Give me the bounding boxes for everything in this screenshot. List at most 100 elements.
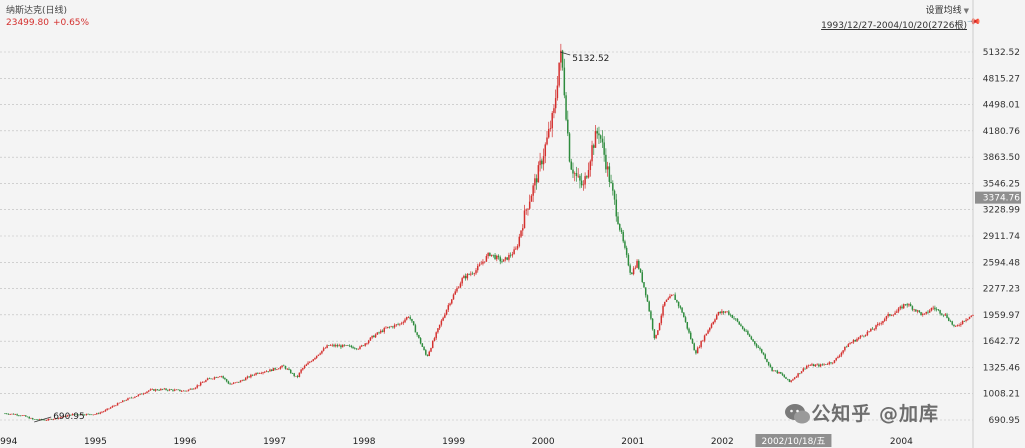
candle-body [23, 415, 25, 416]
candle-body [582, 184, 585, 186]
moving-average-settings-button[interactable]: 设置均线 ▼ [926, 3, 969, 16]
candle-body [279, 367, 282, 369]
candle-body [212, 378, 214, 380]
candle-body [442, 317, 444, 321]
candle-body [776, 370, 779, 374]
candle-body [757, 346, 760, 348]
y-tick-label: 2277.23 [983, 285, 1020, 295]
candle-body [437, 328, 439, 333]
candle-body [643, 282, 645, 288]
candle-body [175, 389, 178, 391]
candle-body [800, 371, 803, 374]
candle-body [288, 368, 290, 370]
candle-body [558, 62, 560, 86]
date-range-link[interactable]: 1993/12/27-2004/10/20(2726根) [821, 21, 967, 31]
candle-body [513, 249, 515, 255]
candle-body [418, 334, 420, 339]
candle-body [451, 299, 453, 304]
candle-body [554, 98, 557, 109]
candle-body [565, 95, 567, 120]
candle-body [38, 419, 41, 420]
candle-body [717, 311, 720, 316]
candle-body [141, 393, 143, 395]
candle-body [773, 370, 775, 372]
candle-body [115, 405, 117, 407]
candle-body [438, 324, 441, 329]
candle-body [511, 254, 514, 256]
candle-body [890, 315, 893, 316]
x-tick-label: 1994 [0, 437, 18, 447]
candle-body [253, 374, 256, 376]
candle-body [369, 337, 372, 341]
candle-body [516, 245, 519, 249]
candle-body [683, 312, 685, 318]
candle-body [265, 371, 268, 372]
last-price: 23499.80 [6, 18, 49, 28]
candle-body [551, 112, 553, 129]
candle-body [489, 252, 491, 256]
candle-body [99, 412, 101, 414]
candle-body [605, 154, 607, 170]
candle-body [638, 260, 640, 269]
candle-body [767, 361, 770, 365]
candle-body [799, 373, 801, 374]
candle-body [130, 397, 133, 399]
candle-body [849, 343, 851, 345]
candle-body [70, 414, 72, 416]
candle-body [838, 355, 841, 357]
candle-body [116, 403, 119, 406]
y-tick-label: 690.95 [989, 416, 1021, 426]
candle-body [613, 190, 616, 200]
candle-body [7, 413, 10, 415]
candle-body [94, 414, 96, 415]
candle-body [83, 414, 86, 416]
candle-body [953, 324, 955, 326]
candle-body [556, 85, 559, 99]
candle-body [665, 299, 668, 302]
candle-body [284, 366, 287, 369]
candle-body [480, 263, 482, 265]
candle-body [59, 417, 62, 419]
candle-body [636, 260, 638, 268]
candle-body [426, 354, 429, 356]
candle-body [16, 414, 18, 416]
candle-body [73, 413, 76, 415]
candle-body [203, 381, 205, 383]
candle-body [956, 325, 959, 326]
candle-body [677, 301, 680, 307]
candle-body [828, 362, 831, 365]
candle-body [906, 304, 908, 306]
candle-body [601, 138, 604, 143]
candle-body [191, 388, 193, 390]
candle-body [412, 321, 415, 326]
candle-body [674, 294, 676, 301]
candle-body [180, 391, 183, 392]
y-tick-label: 1642.72 [983, 337, 1020, 347]
candle-body [395, 324, 398, 326]
candle-body [258, 373, 261, 374]
candle-body [475, 270, 477, 274]
y-tick-label: 1008.21 [983, 390, 1020, 400]
candle-body [970, 315, 973, 317]
candle-body [598, 133, 600, 136]
candle-body [560, 50, 562, 63]
candle-body [923, 313, 926, 315]
candle-body [709, 327, 711, 331]
candle-body [764, 354, 766, 359]
candle-body [825, 364, 827, 365]
candle-body [814, 364, 817, 367]
candle-body [322, 348, 325, 351]
price-change: +0.65% [52, 18, 90, 28]
candle-body [260, 373, 263, 374]
candle-body [612, 182, 614, 191]
candle-body [160, 388, 162, 391]
candle-body [96, 413, 98, 415]
candle-body [243, 380, 245, 381]
wechat-icon [785, 404, 810, 424]
candle-body [870, 328, 872, 332]
candle-body [5, 413, 8, 415]
candle-body [608, 166, 611, 182]
candle-body [502, 259, 505, 262]
candle-body [224, 377, 226, 380]
